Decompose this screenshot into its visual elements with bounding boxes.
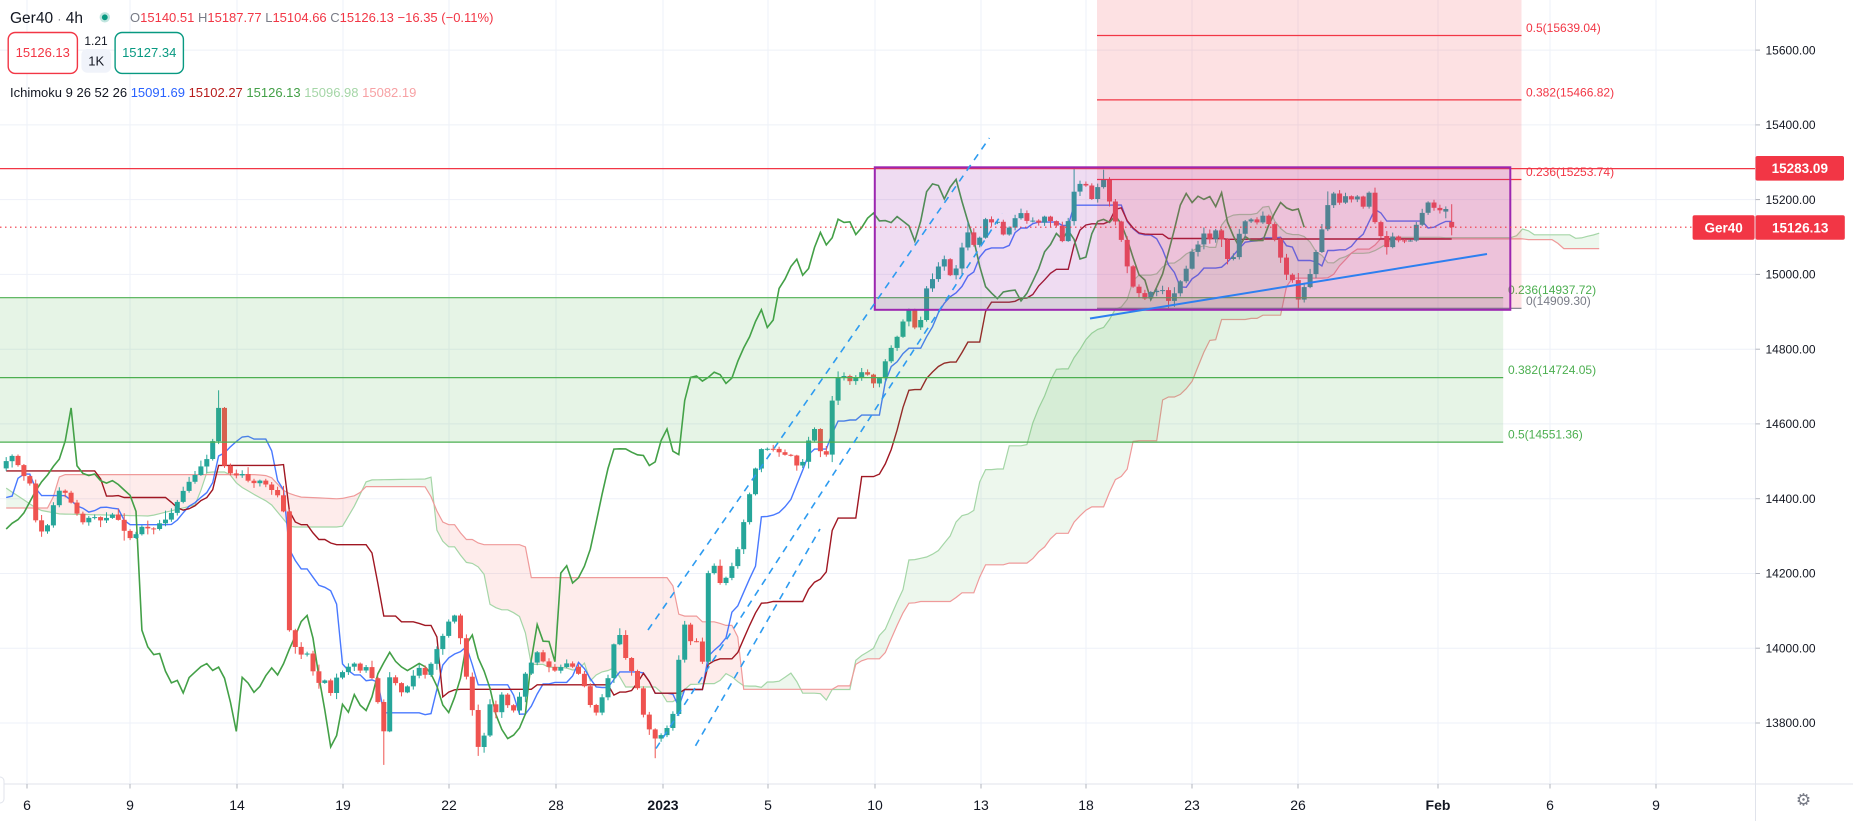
svg-text:14: 14 xyxy=(229,797,245,813)
svg-text:Ger40 · 4h: Ger40 · 4h xyxy=(10,10,83,27)
svg-text:15600.00: 15600.00 xyxy=(1766,43,1816,57)
svg-text:Feb: Feb xyxy=(1426,797,1451,813)
svg-text:0.382(14724.05): 0.382(14724.05) xyxy=(1508,363,1596,377)
svg-text:0.5(15639.04): 0.5(15639.04) xyxy=(1526,21,1601,35)
svg-text:0.5(14551.36): 0.5(14551.36) xyxy=(1508,428,1583,442)
svg-text:0(14909.30): 0(14909.30) xyxy=(1526,294,1591,308)
svg-text:10: 10 xyxy=(867,797,883,813)
svg-text:19: 19 xyxy=(335,797,351,813)
svg-text:6: 6 xyxy=(23,797,31,813)
svg-text:9: 9 xyxy=(1652,797,1660,813)
svg-text:14600.00: 14600.00 xyxy=(1766,417,1816,431)
svg-text:9: 9 xyxy=(126,797,134,813)
svg-text:1.21: 1.21 xyxy=(84,34,108,48)
svg-text:14800.00: 14800.00 xyxy=(1766,342,1816,356)
svg-text:1K: 1K xyxy=(88,54,104,69)
svg-text:15000.00: 15000.00 xyxy=(1766,268,1816,282)
svg-text:Ichimoku 9 26 52 26 15091.69: Ichimoku 9 26 52 26 15091.69 15102.27 15… xyxy=(10,85,416,100)
svg-text:14200.00: 14200.00 xyxy=(1766,567,1816,581)
svg-text:15200.00: 15200.00 xyxy=(1766,193,1816,207)
svg-text:18: 18 xyxy=(1078,797,1094,813)
svg-text:15127.34: 15127.34 xyxy=(122,45,176,60)
svg-text:O15140.51 H15187.77 L15104.66: O15140.51 H15187.77 L15104.66 C15126.13 … xyxy=(130,10,493,25)
svg-text:2023: 2023 xyxy=(647,797,678,813)
svg-text:0.382(15466.82): 0.382(15466.82) xyxy=(1526,85,1614,99)
svg-text:15126.13: 15126.13 xyxy=(1772,220,1829,235)
svg-text:⚙: ⚙ xyxy=(1796,791,1811,810)
svg-text:22: 22 xyxy=(441,797,457,813)
svg-text:14400.00: 14400.00 xyxy=(1766,492,1816,506)
svg-text:28: 28 xyxy=(548,797,564,813)
svg-text:13: 13 xyxy=(973,797,989,813)
svg-text:26: 26 xyxy=(1290,797,1306,813)
svg-text:13800.00: 13800.00 xyxy=(1766,716,1816,730)
svg-text:23: 23 xyxy=(1184,797,1200,813)
svg-text:15400.00: 15400.00 xyxy=(1766,118,1816,132)
svg-text:Ger40: Ger40 xyxy=(1704,220,1742,235)
svg-text:15283.09: 15283.09 xyxy=(1772,161,1828,176)
svg-text:14000.00: 14000.00 xyxy=(1766,641,1816,655)
svg-text:15126.13: 15126.13 xyxy=(16,45,70,60)
svg-text:6: 6 xyxy=(1546,797,1554,813)
svg-text:0.236(15253.74): 0.236(15253.74) xyxy=(1526,165,1614,179)
svg-text:5: 5 xyxy=(764,797,772,813)
